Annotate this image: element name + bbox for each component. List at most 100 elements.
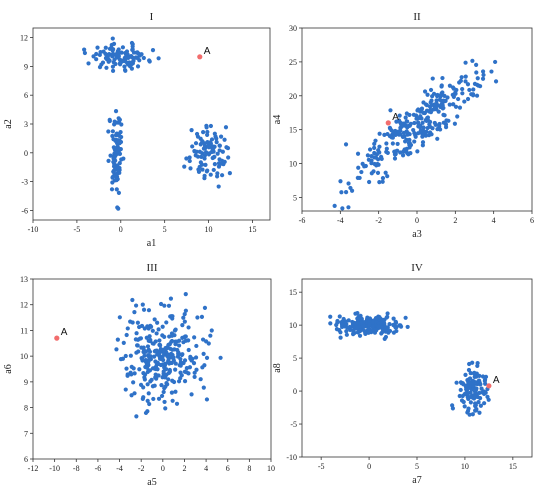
data-point [156, 396, 162, 401]
data-point [206, 152, 211, 157]
data-point [201, 146, 207, 151]
data-point [150, 48, 156, 53]
data-point [367, 179, 372, 185]
data-point [209, 149, 214, 155]
data-point [468, 370, 473, 376]
data-point [456, 96, 461, 102]
data-point [406, 152, 411, 157]
data-point [152, 317, 157, 322]
data-point [425, 92, 430, 97]
data-point [440, 75, 445, 81]
data-point [369, 161, 374, 166]
data-point [482, 401, 487, 406]
data-point [380, 317, 385, 323]
data-point [463, 74, 468, 79]
data-point [204, 397, 210, 402]
data-point [405, 132, 410, 137]
data-point [162, 303, 167, 308]
data-point [211, 155, 216, 160]
data-point [170, 347, 175, 352]
data-point [143, 357, 148, 363]
data-point [148, 324, 154, 329]
data-point [123, 68, 128, 73]
data-point [130, 42, 135, 47]
data-point [114, 175, 119, 180]
data-point [148, 354, 153, 359]
data-point [477, 390, 482, 395]
y-tick-label: 10 [289, 321, 297, 330]
data-point [156, 56, 161, 61]
data-point [194, 367, 199, 372]
data-point [433, 122, 438, 127]
data-point [171, 355, 176, 360]
data-point [379, 156, 384, 161]
data-point [201, 130, 206, 135]
data-point [366, 157, 371, 162]
data-point [435, 94, 440, 99]
panel-2: II A -6 -4 -2 0 2 4 6 5 10 15 20 25 30 a3 a4 [272, 11, 534, 240]
data-point [205, 140, 210, 145]
data-point [439, 102, 444, 108]
data-point [119, 122, 124, 127]
data-point [376, 324, 381, 329]
data-point [170, 316, 175, 321]
data-point [447, 83, 452, 88]
data-point [413, 134, 418, 139]
data-point [353, 311, 358, 316]
data-point [466, 396, 471, 402]
data-point [127, 54, 132, 60]
data-point [195, 154, 201, 159]
data-point [452, 121, 457, 126]
data-point [404, 123, 409, 128]
data-point [468, 400, 473, 405]
data-point [397, 132, 402, 137]
data-point [375, 157, 381, 162]
data-point [477, 410, 482, 415]
data-point [183, 308, 188, 313]
data-point [453, 91, 458, 96]
data-point [140, 357, 145, 362]
data-point [182, 319, 187, 324]
data-point [154, 331, 159, 336]
data-point [142, 375, 147, 380]
data-point [183, 292, 188, 297]
data-point [463, 79, 468, 84]
data-point [422, 129, 428, 135]
points [82, 36, 232, 211]
data-point [117, 170, 122, 175]
data-point [437, 124, 442, 129]
data-point [162, 375, 168, 380]
data-point [403, 139, 408, 144]
data-point [439, 83, 444, 88]
plot-frame [32, 27, 271, 221]
data-point [370, 320, 375, 325]
data-point [387, 322, 392, 327]
data-point [483, 390, 488, 395]
data-point [160, 362, 166, 367]
data-point [171, 379, 177, 385]
data-point [98, 49, 103, 55]
data-point [192, 335, 197, 340]
data-point [111, 41, 117, 46]
x-tick-label: -5 [74, 225, 81, 234]
y-tick-label: -10 [286, 453, 297, 462]
y-tick-label: 9 [24, 378, 28, 387]
y-tick-label: 6 [24, 91, 28, 100]
data-point [412, 139, 417, 144]
data-point [481, 72, 486, 78]
data-point [205, 129, 210, 135]
data-point [348, 185, 353, 191]
data-point [145, 344, 151, 349]
data-point [486, 397, 491, 402]
data-point [355, 330, 361, 335]
data-point [384, 141, 389, 146]
data-point [474, 374, 479, 379]
data-point [372, 145, 377, 150]
data-point [146, 308, 152, 313]
data-point [202, 156, 207, 161]
data-point [343, 319, 348, 324]
data-point [208, 123, 213, 129]
data-point [216, 184, 221, 189]
data-point [465, 96, 471, 102]
data-point [204, 169, 209, 174]
